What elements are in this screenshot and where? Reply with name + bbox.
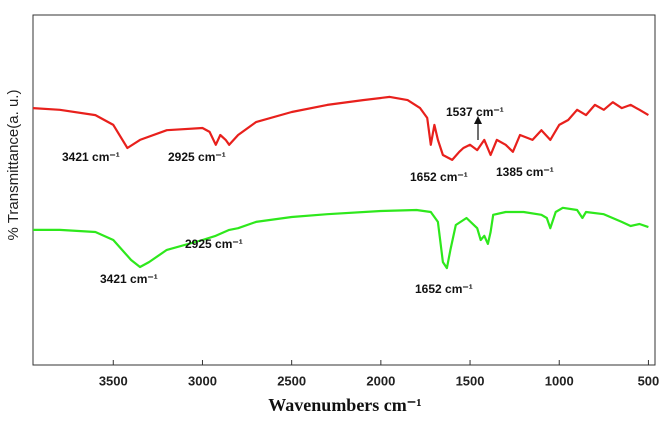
annotation: 3421 cm⁻¹ — [62, 150, 120, 164]
annotation: 1385 cm⁻¹ — [496, 165, 554, 179]
x-tick-label: 500 — [638, 373, 660, 388]
x-tick-label: 3000 — [188, 373, 217, 388]
arrow-head — [474, 116, 482, 124]
x-axis-label: Wavenumbers cm⁻¹ — [268, 395, 421, 415]
annotation: 2925 cm⁻¹ — [168, 150, 226, 164]
y-axis-label: % Transmittance(a. u.) — [5, 90, 22, 241]
x-tick-label: 2500 — [277, 373, 306, 388]
annotation: 1652 cm⁻¹ — [415, 282, 473, 296]
annotation: 3421 cm⁻¹ — [100, 272, 158, 286]
annotation: 1537 cm⁻¹ — [446, 105, 504, 119]
annotation: 1652 cm⁻¹ — [410, 170, 468, 184]
spectrum-line — [33, 206, 649, 270]
x-tick-label: 1000 — [545, 373, 574, 388]
x-tick-label: 2000 — [366, 373, 395, 388]
spectrum-line — [32, 95, 649, 161]
x-tick-label: 3500 — [99, 373, 128, 388]
x-tick-label: 1500 — [456, 373, 485, 388]
plot-frame — [32, 14, 656, 366]
annotation: 2925 cm⁻¹ — [185, 237, 243, 251]
